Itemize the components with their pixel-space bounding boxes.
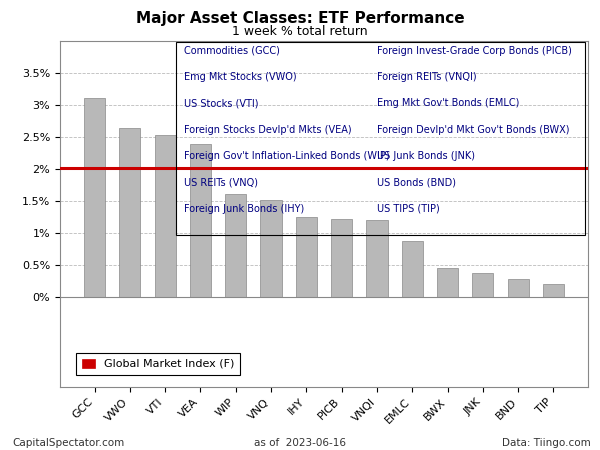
Text: Commodities (GCC): Commodities (GCC)	[184, 46, 280, 56]
Text: Major Asset Classes: ETF Performance: Major Asset Classes: ETF Performance	[136, 11, 464, 26]
Text: as of  2023-06-16: as of 2023-06-16	[254, 438, 346, 448]
Bar	[437, 268, 458, 297]
Bar	[367, 220, 388, 297]
Bar	[543, 284, 564, 297]
Bar	[296, 217, 317, 297]
Text: Foreign Invest-Grade Corp Bonds (PICB): Foreign Invest-Grade Corp Bonds (PICB)	[377, 46, 572, 56]
Text: Foreign REITs (VNQI): Foreign REITs (VNQI)	[377, 72, 476, 82]
Text: US Junk Bonds (JNK): US Junk Bonds (JNK)	[377, 151, 475, 161]
Text: Data: Tiingo.com: Data: Tiingo.com	[502, 438, 591, 448]
Bar	[225, 194, 247, 297]
Bar	[84, 98, 105, 297]
Text: Emg Mkt Stocks (VWO): Emg Mkt Stocks (VWO)	[184, 72, 297, 82]
Text: US REITs (VNQ): US REITs (VNQ)	[184, 177, 258, 187]
Text: US Stocks (VTI): US Stocks (VTI)	[184, 99, 259, 108]
Bar	[508, 279, 529, 297]
Text: Foreign Stocks Devlp'd Mkts (VEA): Foreign Stocks Devlp'd Mkts (VEA)	[184, 125, 352, 135]
Bar	[260, 200, 281, 297]
Text: 1 week % total return: 1 week % total return	[232, 25, 368, 38]
Text: Emg Mkt Gov't Bonds (EMLC): Emg Mkt Gov't Bonds (EMLC)	[377, 99, 519, 108]
Bar	[401, 241, 423, 297]
Text: Foreign Gov't Inflation-Linked Bonds (WIP): Foreign Gov't Inflation-Linked Bonds (WI…	[184, 151, 390, 161]
Bar	[155, 135, 176, 297]
Bar	[472, 273, 493, 297]
Text: US TIPS (TIP): US TIPS (TIP)	[377, 204, 440, 214]
Text: Foreign Devlp'd Mkt Gov't Bonds (BWX): Foreign Devlp'd Mkt Gov't Bonds (BWX)	[377, 125, 569, 135]
Text: CapitalSpectator.com: CapitalSpectator.com	[12, 438, 124, 448]
Legend: Global Market Index (F): Global Market Index (F)	[76, 353, 240, 374]
Bar	[119, 128, 140, 297]
Bar	[176, 42, 586, 235]
Bar	[190, 144, 211, 297]
Text: Foreign Junk Bonds (IHY): Foreign Junk Bonds (IHY)	[184, 204, 304, 214]
Bar	[331, 219, 352, 297]
Text: US Bonds (BND): US Bonds (BND)	[377, 177, 456, 187]
